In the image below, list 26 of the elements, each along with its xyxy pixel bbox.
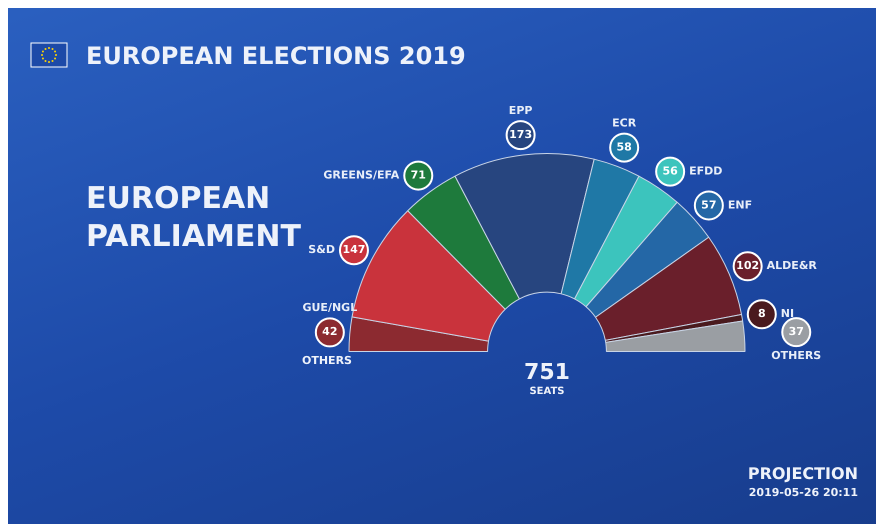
data-label: 58 [616,140,632,154]
data-label: 37 [788,325,804,338]
slice-label: ENF [728,198,752,212]
data-label: 57 [701,198,716,212]
slice-label: ALDE&R [766,259,818,272]
slice-label: EFDD [689,164,722,178]
slice-label: NI [780,307,794,320]
slice-label: OTHERS [771,349,822,362]
chart-title: EUROPEAN ELECTIONS 2019 [86,42,466,70]
text: SEATS [529,386,565,397]
data-label: 102 [736,259,760,272]
text: 2019-05-26 20:11 [748,486,858,499]
data-label: 42 [322,325,338,338]
data-label: 71 [410,168,426,182]
slice-label: GREENS/EFA [323,168,400,182]
text: OTHERS [302,354,352,367]
data-label: 147 [342,243,366,256]
data-label: 173 [509,128,532,141]
text: PROJECTION [748,464,858,483]
data-label: 56 [662,164,678,178]
slice-label: S&D [308,243,335,256]
text: EUROPEAN PARLIAMENT [86,180,301,256]
slice-label: EPP [508,104,532,117]
data-label: 8 [758,307,766,320]
text: 751 [524,360,570,385]
slice-label: ECR [612,116,637,130]
